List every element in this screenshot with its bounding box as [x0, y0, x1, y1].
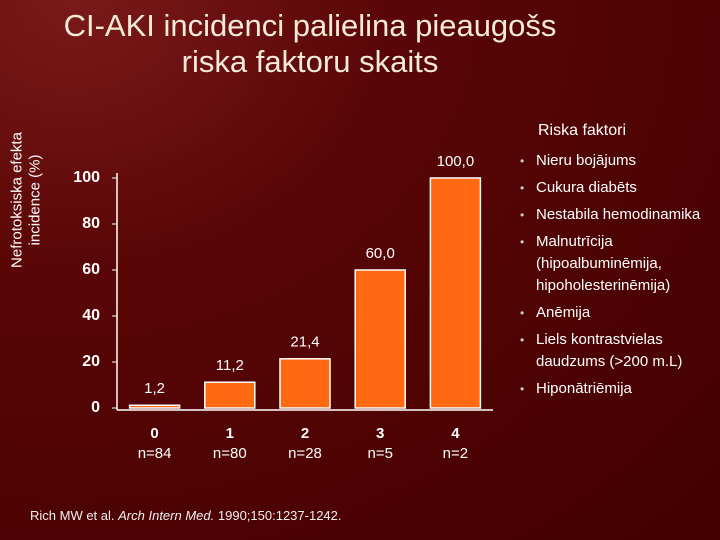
bar — [354, 269, 406, 409]
bar — [429, 177, 482, 409]
y-tick-label: 0 — [91, 399, 100, 416]
y-tick-label: 40 — [82, 307, 100, 324]
source: Rich MW et al. Arch Intern Med. 1990;150… — [30, 508, 342, 523]
x-tick-sublabel: n=84 — [138, 445, 172, 462]
x-tick-sublabel: n=2 — [443, 445, 468, 462]
value-label: 60,0 — [366, 245, 395, 262]
value-label: 11,2 — [216, 357, 244, 374]
x-tick-label: 2 — [301, 425, 309, 442]
value-label: 21,4 — [290, 334, 319, 351]
x-tick-sublabel: n=80 — [213, 445, 247, 462]
y-tick-label: 80 — [82, 215, 100, 232]
legend-title: Riska faktori — [538, 122, 627, 139]
title-line: CI-AKI incidenci palielina pieaugošs — [63, 8, 557, 43]
y-tick-label: 20 — [82, 353, 100, 370]
risk-factor: Hiponātriēmija — [518, 378, 713, 400]
x-tick-label: 4 — [451, 425, 460, 442]
risk-factor: Cukura diabēts — [518, 177, 713, 199]
value-label: 1,2 — [144, 380, 165, 397]
x-tick-label: 3 — [376, 425, 384, 442]
bar — [204, 381, 256, 409]
risk-factor: Anēmija — [518, 302, 713, 324]
x-tick-sublabel: n=28 — [288, 445, 322, 462]
bar — [279, 358, 331, 409]
chart-title: CI-AKI incidenci palielina pieaugošs ris… — [30, 8, 590, 80]
risk-factor: Malnutrīcija (hipoalbuminēmija, hipohole… — [518, 231, 713, 297]
source-text: 1990;150:1237-1242. — [217, 508, 342, 523]
risk-factor-list: Nieru bojājums Cukura diabēts Nestabila he… — [518, 150, 713, 405]
x-tick-sublabel: n=5 — [367, 445, 392, 462]
x-tick-label: 1 — [226, 425, 234, 442]
x-tick-label: 0 — [150, 425, 158, 442]
bar — [128, 404, 181, 409]
y-tick-label: 100 — [73, 169, 100, 186]
risk-factor: Nestabila hemodinamika — [518, 204, 713, 226]
risk-factor: Liels kontrastvielas daudzums (>200 m.L) — [518, 329, 713, 373]
value-label: 100,0 — [437, 153, 475, 170]
source-text: Rich MW et al. — [30, 508, 115, 523]
title-line: riska faktoru skaits — [181, 44, 439, 79]
source-journal: Arch Intern Med. — [118, 508, 215, 523]
risk-factor: Nieru bojājums — [518, 150, 713, 172]
y-tick-label: 60 — [82, 261, 100, 278]
